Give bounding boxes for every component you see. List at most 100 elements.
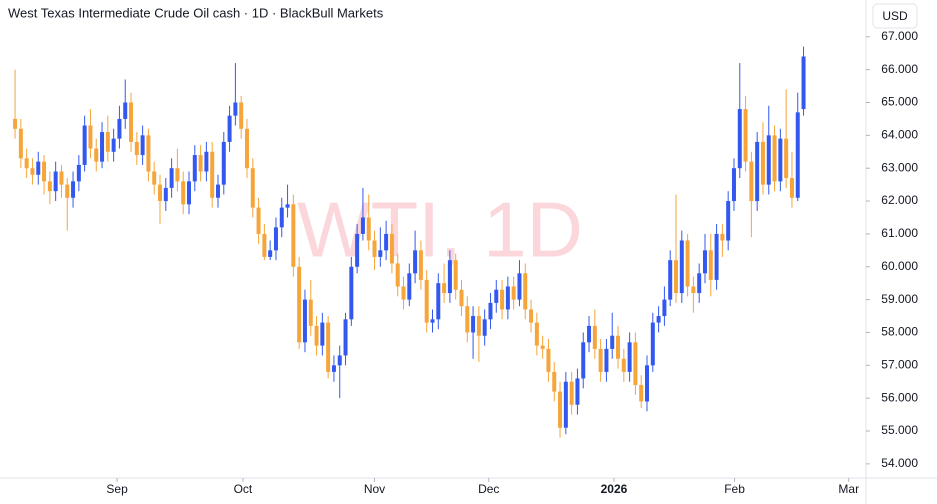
x-tick-label: 2026: [601, 482, 628, 496]
currency-label[interactable]: USD: [882, 9, 908, 23]
candle-body: [494, 289, 499, 303]
candle-body: [47, 181, 52, 192]
candle-body: [668, 260, 673, 300]
candle-body: [30, 168, 35, 175]
y-tick-label: 65.000: [881, 95, 918, 109]
candle-body: [546, 348, 551, 372]
candle-body: [65, 184, 70, 198]
candle-body: [88, 125, 93, 149]
candle-body: [749, 161, 754, 202]
candle-body: [105, 132, 110, 152]
watermark: WTI, 1D: [297, 186, 583, 274]
currency-button[interactable]: [872, 3, 918, 29]
candle-body: [129, 102, 134, 142]
candle-body: [111, 138, 116, 152]
candle-body: [801, 56, 806, 110]
x-tick-label: Feb: [724, 482, 745, 496]
candle-body: [523, 273, 528, 310]
candle-body: [198, 155, 203, 172]
candle-body: [395, 263, 400, 287]
candle-body: [517, 273, 522, 300]
y-tick-label: 67.000: [881, 29, 918, 43]
candle-body: [731, 168, 736, 202]
candle-body: [320, 322, 325, 346]
candle-body: [540, 345, 545, 349]
candle-body: [250, 168, 255, 208]
candle-body: [407, 273, 412, 300]
candle-body: [534, 322, 539, 346]
candle-body: [784, 138, 789, 179]
candle-body: [343, 319, 348, 356]
candle-body: [169, 168, 174, 188]
candle-body: [743, 109, 748, 162]
y-tick-label: 58.000: [881, 325, 918, 339]
candle-body: [685, 240, 690, 287]
candle-body: [650, 322, 655, 366]
candle-body: [587, 325, 592, 343]
candle-body: [349, 266, 354, 320]
candle-body: [772, 135, 777, 182]
candle-body: [673, 260, 678, 294]
x-tick-label: Mar: [838, 482, 859, 496]
candle-body: [279, 207, 284, 228]
candle-body: [621, 358, 626, 372]
candle-body: [123, 102, 128, 119]
candle-body: [297, 266, 302, 343]
candle-body: [436, 283, 441, 320]
candle-body: [610, 335, 615, 349]
candle-body: [117, 118, 122, 139]
candle-body: [656, 316, 661, 323]
candle-body: [627, 342, 632, 372]
candle-body: [158, 184, 163, 202]
candle-body: [187, 181, 192, 205]
y-tick-label: 56.000: [881, 390, 918, 404]
candle-body: [645, 365, 650, 402]
candle-body: [789, 178, 794, 198]
candle-body: [233, 102, 238, 116]
candle-body: [598, 348, 603, 372]
candle-body: [355, 233, 360, 267]
candle-body: [308, 299, 313, 326]
candle-body: [430, 319, 435, 323]
candle-body: [215, 184, 220, 198]
candle-body: [192, 155, 197, 182]
candle-body: [42, 161, 47, 182]
candle-body: [53, 171, 58, 192]
candle-body: [59, 171, 64, 185]
candle-body: [708, 250, 713, 280]
candle-body: [714, 233, 719, 280]
candle-body: [511, 286, 516, 300]
candle-body: [592, 325, 597, 349]
x-tick-label: Dec: [478, 482, 499, 496]
y-tick-label: 60.000: [881, 259, 918, 273]
y-tick-label: 54.000: [881, 456, 918, 470]
candle-body: [268, 250, 273, 257]
candle-body: [337, 355, 342, 366]
candle-body: [424, 279, 429, 323]
candle-body: [737, 109, 742, 169]
candle-body: [302, 299, 307, 343]
candle-body: [760, 141, 765, 185]
y-tick-label: 62.000: [881, 193, 918, 207]
candle-body: [679, 240, 684, 294]
candle-body: [795, 112, 800, 198]
candle-body: [100, 132, 105, 162]
candle-body: [227, 115, 232, 142]
candle-body: [221, 141, 226, 185]
candle-body: [465, 306, 470, 333]
candle-body: [720, 233, 725, 241]
candle-body: [575, 378, 580, 405]
candle-body: [285, 204, 290, 208]
candle-body: [476, 316, 481, 336]
chart-title: West Texas Intermediate Crude Oil cash ·…: [8, 5, 384, 20]
candle-body: [702, 250, 707, 274]
candle-body: [331, 365, 336, 372]
candle-body: [273, 227, 278, 251]
candle-body: [604, 348, 609, 372]
candle-body: [210, 151, 215, 198]
candle-body: [766, 135, 771, 185]
y-tick-label: 55.000: [881, 423, 918, 437]
candle-body: [76, 164, 81, 182]
candle-body: [71, 181, 76, 198]
